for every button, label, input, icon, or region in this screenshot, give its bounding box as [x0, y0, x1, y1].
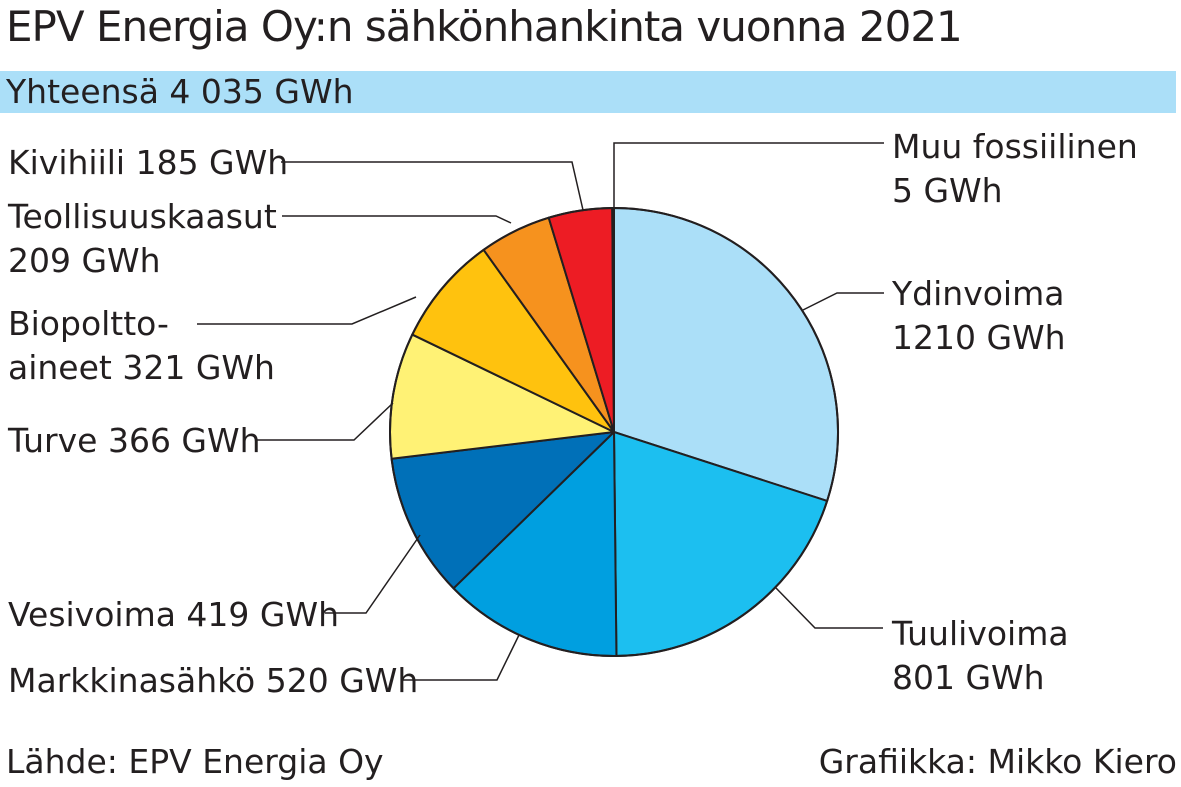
slice-label-ydinvoima: 1210 GWh: [892, 318, 1066, 357]
leader-line-muu fossiilinen: [613, 142, 884, 208]
slice-label-tuulivoima: Tuulivoima: [891, 614, 1069, 653]
leader-line-tuulivoima: [775, 587, 883, 629]
slice-label-ydinvoima: Ydinvoima: [891, 274, 1064, 313]
slice-label-biopolttoaineet: Biopoltto-: [8, 304, 169, 343]
leader-line-ydinvoima: [802, 292, 884, 311]
slice-label-tuulivoima: 801 GWh: [892, 658, 1045, 697]
total-label: Yhteensä 4 035 GWh: [6, 72, 354, 111]
leader-line-kivihiili: [281, 161, 584, 211]
slice-label-markkinasähkö: Markkinasähkö 520 GWh: [8, 661, 418, 700]
slice-label-turve: Turve 366 GWh: [7, 421, 261, 460]
slice-label-kivihiili: Kivihiili 185 GWh: [8, 143, 288, 182]
leader-line-turve: [255, 402, 394, 441]
leader-line-biopolttoaineet: [197, 296, 417, 325]
leader-line-vesivoima: [325, 534, 421, 614]
slice-label-biopolttoaineet: aineet 321 GWh: [8, 348, 275, 387]
slice-label-teollisuuskaasut: Teollisuuskaasut: [7, 197, 277, 236]
credit-label: Grafiikka: Mikko Kiero: [818, 742, 1177, 781]
slice-label-teollisuuskaasut: 209 GWh: [8, 241, 161, 280]
slice-label-muu fossiilinen: 5 GWh: [892, 171, 1003, 210]
chart-title: EPV Energia Oy:n sähkönhankinta vuonna 2…: [6, 2, 963, 51]
leader-line-teollisuuskaasut: [282, 215, 512, 224]
leader-line-markkinasähkö: [403, 634, 520, 681]
source-label: Lähde: EPV Energia Oy: [6, 742, 384, 781]
slice-label-muu fossiilinen: Muu fossiilinen: [892, 127, 1138, 166]
total-banner: Yhteensä 4 035 GWh: [0, 71, 1176, 113]
slice-label-vesivoima: Vesivoima 419 GWh: [8, 595, 339, 634]
